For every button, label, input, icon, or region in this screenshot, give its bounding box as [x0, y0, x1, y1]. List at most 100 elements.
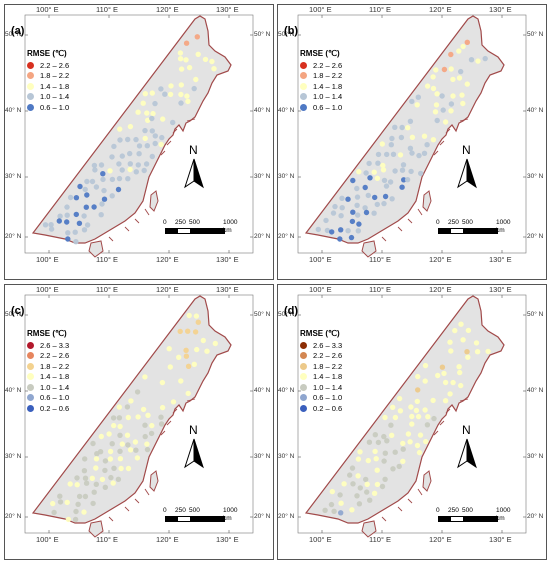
island	[361, 520, 377, 538]
coast-fragment	[108, 236, 114, 242]
legend-item: 0.6 – 1.0	[27, 102, 69, 113]
station-marker	[167, 364, 173, 370]
station-marker	[125, 414, 131, 421]
station-marker	[397, 408, 404, 414]
legend-item: 1.8 – 2.2	[27, 71, 69, 82]
station-marker	[435, 372, 441, 379]
station-marker	[93, 465, 99, 471]
station-marker	[409, 421, 415, 427]
station-marker	[140, 100, 146, 106]
legend-swatch	[300, 362, 307, 370]
station-marker	[204, 348, 210, 354]
station-marker	[195, 51, 201, 57]
station-marker	[158, 414, 164, 420]
station-marker	[100, 171, 106, 177]
station-marker	[116, 175, 123, 182]
station-marker	[324, 227, 331, 234]
station-marker	[82, 493, 89, 500]
station-marker	[356, 221, 362, 227]
y-tick-label: 20° N	[278, 513, 295, 520]
legend-swatch	[300, 373, 307, 381]
station-marker	[98, 212, 104, 218]
scale-label: 250	[175, 507, 186, 514]
legend-item: 1.4 – 1.8	[27, 81, 69, 92]
station-marker	[441, 66, 448, 73]
station-marker	[109, 176, 116, 183]
station-marker	[177, 328, 183, 335]
station-marker	[211, 66, 217, 72]
station-marker	[399, 167, 406, 173]
panel-label: (c)	[11, 305, 25, 317]
legend-swatch	[27, 82, 34, 90]
coast-fragment	[108, 516, 114, 522]
y-tick-label: 40° N	[278, 387, 295, 394]
x-tick-label: 120° E	[156, 255, 179, 264]
station-marker	[349, 218, 356, 225]
y-tick-label: 30° N	[5, 173, 22, 180]
station-marker	[91, 204, 97, 210]
station-marker	[149, 153, 155, 160]
coast-fragment	[160, 150, 166, 156]
north-arrow-icon	[184, 158, 204, 189]
station-marker	[127, 447, 134, 453]
x-tick-label: 100° E	[36, 535, 59, 544]
station-marker	[166, 346, 172, 352]
island	[88, 520, 104, 538]
station-marker	[374, 201, 380, 208]
station-marker	[374, 481, 381, 488]
station-marker	[323, 217, 329, 224]
scale-bar: 0 250 500 1000 km	[161, 507, 271, 533]
station-marker	[362, 184, 368, 191]
station-marker	[439, 93, 445, 99]
station-marker	[328, 501, 335, 508]
scale-unit: km	[223, 227, 232, 234]
x-tick-label: 120° E	[156, 535, 179, 544]
x-tick-label: 130° E	[489, 5, 512, 14]
station-marker	[456, 75, 463, 81]
station-marker	[133, 447, 139, 453]
station-marker	[433, 102, 440, 108]
station-marker	[363, 476, 369, 483]
station-marker	[212, 340, 218, 347]
station-marker	[381, 177, 388, 184]
station-marker	[116, 415, 123, 421]
north-label: N	[189, 143, 198, 157]
y-tick-label: 30° N	[527, 173, 544, 180]
scale-label: 500	[189, 507, 200, 514]
station-marker	[159, 379, 166, 386]
coast-fragment	[417, 208, 423, 216]
legend-item: 1.8 – 2.2	[300, 71, 342, 82]
station-marker	[135, 414, 141, 420]
coast-fragment	[160, 430, 166, 436]
station-marker	[97, 449, 104, 455]
legend-range: 0.6 – 1.0	[313, 102, 343, 112]
legend-title: RMSE (℃)	[27, 329, 67, 338]
legend-title: RMSE (℃)	[300, 49, 340, 58]
station-marker	[384, 438, 390, 444]
legend-range: 1.8 – 2.2	[40, 71, 70, 81]
coast-fragment	[134, 218, 140, 224]
station-marker	[183, 40, 190, 46]
station-marker	[101, 196, 108, 202]
x-tick-label: 100° E	[36, 255, 59, 264]
legend-range: 1.0 – 1.4	[313, 92, 343, 102]
station-marker	[400, 446, 406, 452]
station-marker	[442, 398, 449, 404]
station-marker	[134, 389, 141, 395]
legend-range: 2.6 – 3.3	[40, 340, 70, 350]
station-marker	[338, 213, 344, 219]
station-marker	[178, 91, 184, 98]
station-marker	[91, 489, 97, 495]
station-marker	[185, 363, 192, 369]
y-tick-label: 50° N	[527, 31, 544, 38]
station-marker	[107, 168, 113, 174]
legend-range: 2.2 – 2.6	[40, 60, 70, 70]
station-marker	[118, 465, 124, 472]
scale-label: 250	[175, 219, 186, 226]
station-marker	[125, 442, 131, 448]
station-marker	[99, 201, 105, 207]
station-marker	[400, 162, 407, 168]
panel-d: 100° E 100° E 110° E 110° E 120° E 120° E 130°…	[277, 284, 547, 560]
y-tick-label: 30° N	[527, 453, 544, 460]
station-marker	[389, 135, 395, 142]
